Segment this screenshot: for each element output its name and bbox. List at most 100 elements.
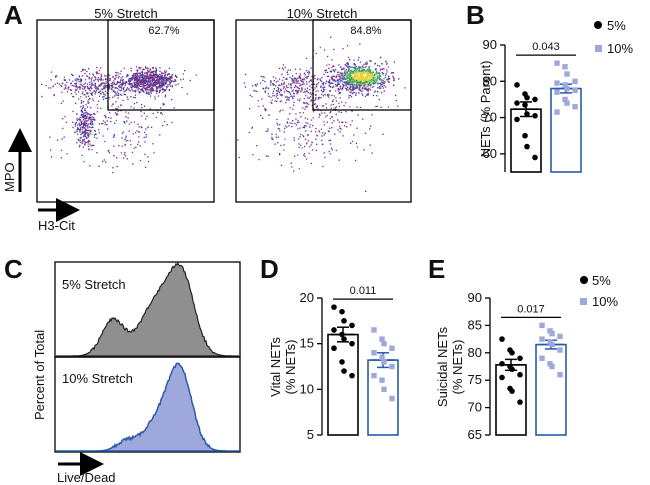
- flow-event: [162, 84, 164, 86]
- flow-event: [367, 85, 369, 87]
- flow-event: [245, 73, 247, 76]
- flow-event: [87, 141, 90, 143]
- flow-event: [302, 83, 304, 85]
- flow-event: [304, 91, 306, 93]
- flow-event: [283, 86, 285, 88]
- flow-event: [115, 76, 117, 78]
- flow-event: [298, 143, 300, 145]
- flow-event: [86, 129, 88, 131]
- flow-event: [157, 111, 159, 113]
- flow-event: [320, 86, 322, 88]
- flow-event: [124, 84, 127, 86]
- flow-event: [83, 83, 85, 85]
- flow-event: [347, 86, 349, 88]
- flow-event: [315, 128, 317, 130]
- flow-event: [302, 134, 304, 137]
- flow-event: [155, 90, 157, 92]
- flow-event: [295, 85, 297, 88]
- flow-event: [273, 84, 275, 86]
- flow-event: [147, 77, 149, 79]
- flow-event: [169, 83, 171, 85]
- flow-event: [94, 76, 96, 78]
- flow-event: [276, 92, 279, 94]
- flow-event: [82, 140, 84, 142]
- flow-event: [279, 153, 281, 155]
- flow-event: [92, 99, 95, 102]
- flow-event: [332, 75, 334, 77]
- flow-event: [92, 73, 94, 75]
- flow-event: [86, 115, 88, 117]
- flow-event: [89, 84, 91, 86]
- flow-event: [172, 81, 174, 83]
- flow-event: [368, 70, 370, 72]
- flow-event: [154, 96, 156, 98]
- flow-event: [68, 86, 70, 88]
- flow-event: [364, 77, 366, 80]
- flow-event: [374, 79, 377, 81]
- flow-event: [291, 77, 293, 80]
- flow-event: [148, 77, 151, 79]
- flow-event: [160, 76, 162, 78]
- flow-event: [304, 74, 306, 76]
- flow-event: [338, 90, 340, 92]
- flow-event: [119, 86, 121, 89]
- flow-event: [136, 70, 138, 72]
- flow-event: [327, 93, 329, 95]
- flow-event: [105, 85, 107, 87]
- flow-event: [88, 102, 90, 104]
- flow-event: [87, 95, 90, 97]
- flow-event: [282, 109, 284, 111]
- flow-event: [356, 146, 359, 148]
- flow-event: [336, 85, 338, 87]
- flow-event: [75, 121, 78, 124]
- flow-event: [341, 87, 344, 89]
- flow-event: [103, 95, 105, 98]
- data-point-10pct: [549, 330, 555, 337]
- flow-event: [147, 160, 150, 163]
- flow-event: [141, 74, 143, 76]
- flow-event: [369, 75, 371, 77]
- flow-event: [78, 76, 80, 78]
- flow-event: [84, 86, 86, 88]
- flow-event: [124, 90, 127, 92]
- flow-event: [164, 70, 166, 72]
- flow-event: [70, 82, 72, 84]
- flow-event: [105, 161, 107, 163]
- flow-event: [300, 133, 302, 136]
- flow-event: [143, 75, 145, 77]
- flow-events-10pct: [237, 36, 406, 192]
- flow-event: [129, 83, 131, 85]
- flow-event: [358, 92, 360, 94]
- flow-event: [272, 138, 274, 140]
- flow-event: [356, 81, 359, 83]
- flow-event: [328, 94, 330, 96]
- flow-event: [170, 81, 172, 83]
- flow-event: [285, 78, 287, 80]
- flow-event: [161, 86, 163, 88]
- flow-event: [142, 82, 144, 84]
- flow-event: [141, 79, 143, 81]
- flow-event: [337, 83, 340, 85]
- flow-event: [375, 72, 378, 74]
- flow-event: [309, 124, 311, 126]
- flow-event: [340, 77, 342, 79]
- flow-event: [146, 74, 149, 76]
- flow-event: [299, 73, 301, 75]
- flow-event: [121, 76, 124, 78]
- flow-event: [80, 83, 82, 86]
- flow-event: [303, 154, 305, 156]
- flow-event: [316, 79, 319, 81]
- data-point-10pct: [549, 341, 555, 348]
- flow-event: [84, 69, 86, 71]
- flow-event: [125, 89, 128, 91]
- flow-event: [368, 68, 370, 70]
- flow-event: [167, 80, 169, 82]
- flow-event: [143, 136, 145, 139]
- flow-event: [331, 66, 333, 68]
- flow-event: [296, 89, 298, 92]
- flow-event: [84, 143, 86, 145]
- flow-event: [139, 91, 141, 93]
- flow-event: [152, 75, 154, 78]
- flow-event: [55, 76, 57, 78]
- flow-event: [333, 108, 335, 110]
